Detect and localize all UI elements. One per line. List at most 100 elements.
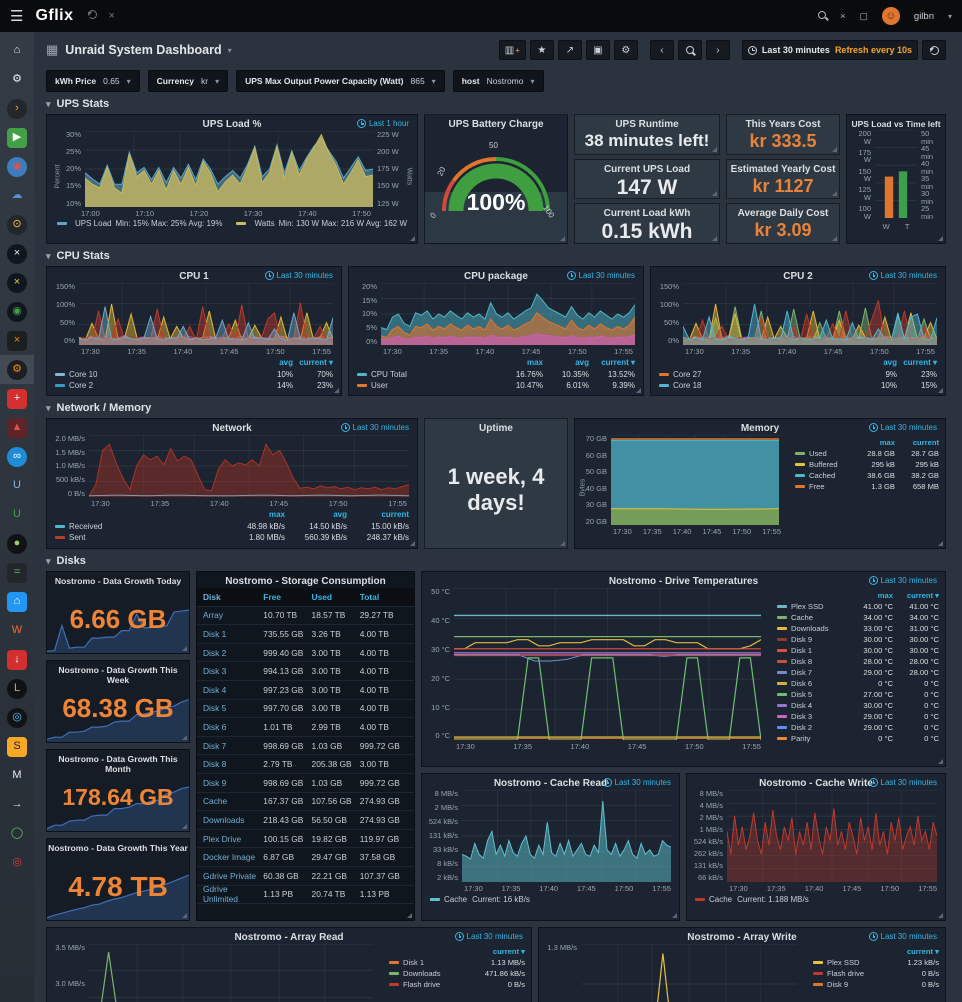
panel-title[interactable]: This Years Cost (745, 119, 821, 130)
legend-sort-column[interactable]: max (526, 358, 543, 367)
legend-sort-column[interactable]: current ▾ (601, 358, 635, 367)
toggle-bars-app-icon[interactable]: = (0, 558, 34, 587)
sushi-app-icon[interactable]: ● (0, 529, 34, 558)
variable-host[interactable]: host Nostromo ▾ (452, 70, 544, 92)
panel-title[interactable]: Uptime (479, 423, 513, 434)
panel-time-range[interactable]: Last 30 minutes (868, 271, 937, 280)
legend-sort-column[interactable]: current ▾ (903, 358, 937, 367)
panel-title[interactable]: Nostromo - Cache Read (493, 778, 608, 789)
tab-close-icon[interactable]: × (108, 10, 115, 22)
legend-sort-column[interactable]: max (879, 438, 895, 447)
table-header-cell[interactable]: Free (263, 591, 281, 602)
table-header-cell[interactable]: Used (311, 591, 333, 602)
white-cross-app-icon[interactable]: × (0, 239, 34, 268)
red-ring-app-icon[interactable]: ◎ (0, 848, 34, 877)
network-graph-app-icon[interactable]: × (0, 326, 34, 355)
legend-label[interactable]: Sent (69, 533, 86, 543)
blue-dots-app-icon[interactable]: ∞ (0, 442, 34, 471)
gear-icon[interactable]: ⚙ (0, 65, 34, 94)
red-cluster-app-icon[interactable]: ▲ (0, 413, 34, 442)
fullscreen-icon[interactable]: × (840, 11, 846, 21)
panel-title[interactable]: Nostromo - Cache Write (759, 778, 873, 789)
variable-value[interactable]: kr (201, 76, 209, 86)
dashboard-title-caret[interactable]: ▾ (227, 45, 232, 55)
ubiquiti-app-icon[interactable]: U (0, 471, 34, 500)
refresh-interval[interactable]: Refresh every 10s (834, 45, 912, 55)
section-ups-stats[interactable]: ▾ UPS Stats (46, 98, 110, 110)
legend-sort-column[interactable]: current ▾ (906, 591, 939, 600)
home-assistant-app-icon[interactable]: ⌂ (0, 587, 34, 616)
legend-label[interactable]: Core 18 (673, 381, 702, 391)
sabnzbd-app-icon[interactable]: S (0, 732, 34, 761)
panel-time-range[interactable]: Last 30 minutes (454, 932, 523, 941)
legend-label[interactable]: Core 10 (69, 369, 98, 379)
legend-label[interactable]: Disk 8 (791, 657, 813, 666)
legend-sort-column[interactable]: current ▾ (299, 358, 333, 367)
legend-label[interactable]: Cache (444, 895, 468, 904)
legend-label[interactable]: Flash drive (403, 980, 441, 989)
water-drop-app-icon[interactable]: ◎ (0, 703, 34, 732)
legend-label[interactable]: Disk 6 (791, 679, 813, 688)
logout-icon[interactable]: → (0, 790, 34, 819)
panel-title[interactable]: CPU 1 (179, 271, 209, 282)
panel-time-range[interactable]: Last 30 minutes (868, 778, 937, 787)
legend-label[interactable]: Flash drive (827, 969, 865, 978)
legend-label[interactable]: Disk 7 (791, 668, 813, 677)
legend-sort-column[interactable]: avg (883, 358, 897, 367)
legend-sort-column[interactable]: current (381, 510, 409, 519)
panel-time-range[interactable]: Last 30 minutes (868, 932, 937, 941)
legend-label[interactable]: Cached (809, 471, 836, 480)
legend-label[interactable]: Received (69, 521, 103, 531)
panel-time-range[interactable]: Last 30 minutes (602, 778, 671, 787)
panel-title[interactable]: Nostromo - Data Growth Today (54, 576, 182, 586)
legend-sort-column[interactable]: max (877, 591, 893, 600)
variable-value[interactable]: 865 (410, 76, 425, 86)
legend-label[interactable]: Disk 4 (791, 701, 813, 710)
film-reel-app-icon[interactable]: ◉ (0, 152, 34, 181)
cloud-app-icon[interactable]: ☁ (0, 181, 34, 210)
variable-ups-max-output-power-capacity-watt-[interactable]: UPS Max Output Power Capacity (Watt) 865 ▾ (236, 70, 445, 92)
time-range-picker[interactable]: Last 30 minutes Refresh every 10s (741, 40, 918, 60)
legend-label[interactable]: Free (809, 482, 825, 491)
github-app-icon[interactable]: ◯ (0, 819, 34, 848)
refresh-dashboard-button[interactable] (922, 40, 946, 60)
panel-time-range[interactable]: Last 30 minutes (868, 423, 937, 432)
panel-time-range[interactable]: Last 30 minutes (264, 271, 333, 280)
legend-label[interactable]: Core 27 (673, 369, 702, 379)
legend-label[interactable]: Disk 1 (403, 958, 425, 967)
avatar[interactable]: ☺ (881, 7, 900, 25)
legend-label[interactable]: Buffered (809, 460, 838, 469)
section-disks[interactable]: ▾ Disks (46, 555, 86, 567)
panel-time-range[interactable]: Last 30 minutes (868, 576, 937, 585)
panel-title[interactable]: Current Load kWh (603, 208, 691, 220)
legend-label[interactable]: CPU Total (371, 369, 407, 379)
legend-sort-column[interactable]: avg (279, 358, 293, 367)
yellow-cross-app-icon[interactable]: × (0, 268, 34, 297)
legend-label[interactable]: Cache (791, 613, 813, 622)
panel-title[interactable]: Estimated Yearly Cost (730, 163, 836, 175)
panel-title[interactable]: Nostromo - Data Growth This Month (58, 754, 178, 774)
add-panel-button[interactable]: ▥ + (498, 40, 526, 60)
legend-sort-column[interactable]: max (268, 510, 285, 519)
display-icon[interactable]: ▢ (859, 10, 868, 21)
dashboard-settings-button[interactable]: ⚙ (613, 40, 638, 60)
panel-title[interactable]: Nostromo - Data Growth This Week (58, 665, 178, 685)
panel-title[interactable]: Nostromo - Storage Consumption (225, 576, 386, 587)
unraid-gear-app-icon[interactable]: ⚙ (0, 355, 34, 384)
legend-sort-column[interactable]: avg (575, 358, 589, 367)
search-badge-app-icon[interactable]: ⊙ (0, 210, 34, 239)
section-network-memory[interactable]: ▾ Network / Memory (46, 402, 152, 414)
panel-title[interactable]: Nostromo - Array Write (687, 932, 797, 943)
legend-sort-column[interactable]: current ▾ (906, 947, 939, 956)
time-back-button[interactable]: ‹ (649, 40, 674, 60)
legend-label[interactable]: Disk 1 (791, 646, 813, 655)
jackett-app-icon[interactable]: M (0, 761, 34, 790)
legend-label[interactable]: User (371, 381, 388, 391)
panel-title[interactable]: Network (212, 423, 252, 434)
panel-time-range[interactable]: Last 1 hour (356, 119, 409, 128)
legend-label[interactable]: Disk 3 (791, 712, 813, 721)
panel-title[interactable]: CPU 2 (783, 271, 813, 282)
panel-title[interactable]: UPS Load % (202, 119, 262, 130)
time-forward-button[interactable]: › (705, 40, 730, 60)
panel-title[interactable]: Nostromo - Data Growth This Year (48, 843, 188, 853)
